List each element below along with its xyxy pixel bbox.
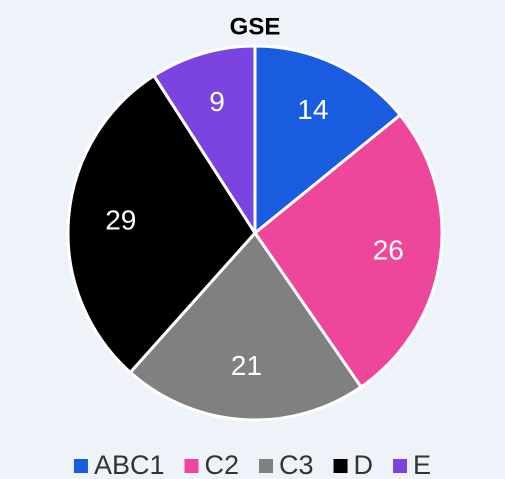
- legend-swatch: [184, 459, 199, 473]
- data-label: 29: [105, 205, 136, 236]
- legend-swatch: [73, 459, 88, 473]
- data-label: 21: [231, 350, 262, 381]
- data-label: 26: [373, 235, 404, 266]
- pie-slice: [252, 112, 444, 390]
- data-label: 14: [297, 94, 328, 125]
- legend-swatch: [393, 459, 408, 473]
- chart-title: GSE: [230, 13, 281, 40]
- data-label: 9: [209, 86, 225, 117]
- pie-slice: [151, 44, 257, 239]
- legend-label: C3: [279, 450, 314, 479]
- legend-label: ABC1: [94, 450, 165, 479]
- legend-label: D: [354, 450, 374, 479]
- pie-slice: [128, 230, 364, 422]
- legend-swatch: [333, 459, 348, 473]
- pie-slice: [253, 44, 403, 237]
- legend-label: E: [413, 450, 431, 479]
- pie-slice: [66, 73, 257, 375]
- legend-label: C2: [205, 450, 240, 479]
- legend-swatch: [259, 459, 274, 473]
